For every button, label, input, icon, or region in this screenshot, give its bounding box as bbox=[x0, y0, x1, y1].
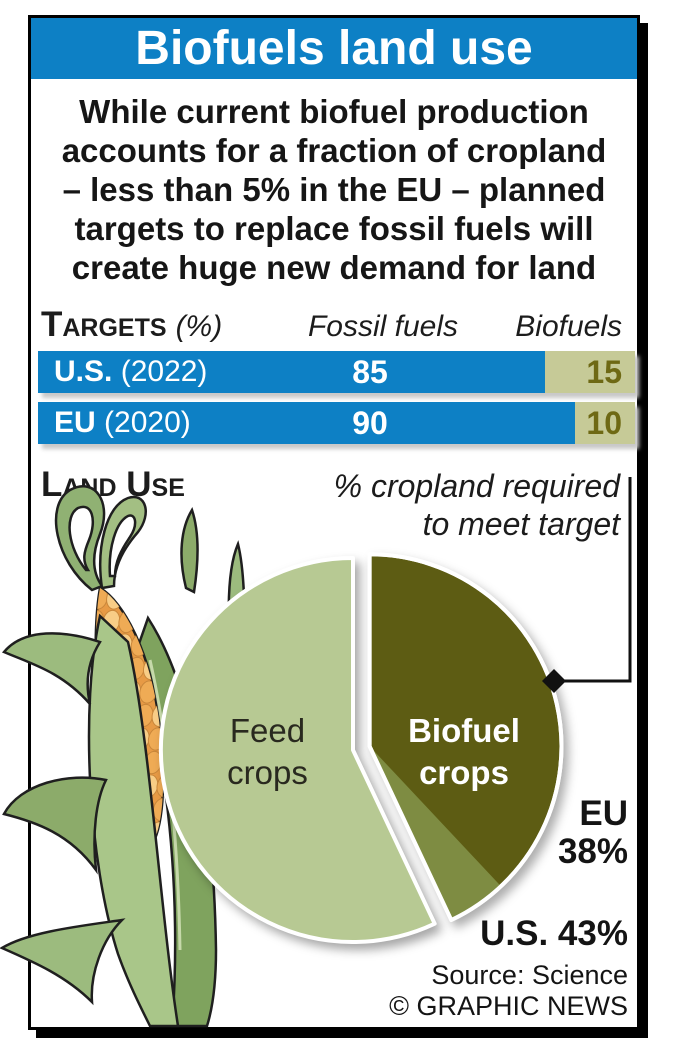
corn-leaf-spike-right bbox=[227, 540, 245, 704]
intro-text: While current biofuel production account… bbox=[33, 92, 635, 287]
pie-label-biofuel-crops: Biofuel crops bbox=[391, 710, 537, 794]
bar-row-eu: EU (2020) 90 10 bbox=[38, 402, 635, 444]
column-header-biofuels: Biofuels bbox=[515, 310, 622, 343]
page-title: Biofuels land use bbox=[31, 18, 637, 79]
corn-leaf-left-upper bbox=[1, 632, 102, 705]
bar-label-us: U.S. (2022) bbox=[54, 351, 207, 393]
column-header-fossil-fuels: Fossil fuels bbox=[307, 310, 459, 343]
intro-line: While current biofuel production bbox=[79, 93, 589, 130]
pie-annotation-line: to meet target bbox=[422, 506, 620, 542]
bar-segment-fossil-eu bbox=[38, 402, 576, 444]
intro-line: – less than 5% in the EU – planned bbox=[62, 171, 606, 208]
targets-unit-label: (%) bbox=[175, 310, 223, 343]
biofuel-label-line: crops bbox=[419, 754, 509, 791]
corn-leaf-left-lower bbox=[0, 918, 126, 1006]
bar-label-us-name: U.S. bbox=[54, 355, 113, 388]
credit-text: © GRAPHIC NEWS bbox=[389, 991, 628, 1021]
corn-top-loop-left bbox=[54, 485, 106, 592]
bar-segment-biofuel-eu bbox=[575, 402, 635, 444]
corn-kernel bbox=[40, 585, 61, 611]
eu-callout-value: 38% bbox=[557, 832, 628, 871]
corn-kernel bbox=[53, 609, 74, 635]
corn-kernel bbox=[69, 609, 90, 635]
intro-line: create huge new demand for land bbox=[71, 249, 597, 286]
bar-label-eu-name: EU bbox=[54, 406, 96, 439]
corn-kernel bbox=[56, 585, 77, 611]
corn-kernel bbox=[122, 588, 140, 610]
fossil-value-eu: 90 bbox=[352, 405, 388, 441]
targets-heading-label: Targets bbox=[41, 305, 167, 344]
bar-label-eu-year: (2020) bbox=[104, 406, 191, 439]
bar-label-us-year: (2022) bbox=[120, 355, 208, 388]
biofuel-value-eu: 10 bbox=[586, 405, 622, 441]
eu-callout-label: EU bbox=[579, 794, 628, 833]
corn-kernel bbox=[138, 588, 156, 610]
bar-segment-fossil-us bbox=[38, 351, 546, 393]
pie-callout-eu: EU 38% bbox=[558, 795, 628, 871]
bar-label-eu: EU (2020) bbox=[54, 402, 191, 444]
corn-top-loop-right bbox=[99, 495, 147, 590]
pie-callout-us: U.S. 43% bbox=[480, 914, 628, 953]
pie-annotation-line: % cropland required bbox=[333, 468, 620, 504]
intro-line: accounts for a fraction of cropland bbox=[61, 132, 607, 169]
corn-leaf-left-mid bbox=[2, 776, 108, 875]
pie-label-feed-crops: Feed crops bbox=[195, 710, 340, 794]
fossil-value-us: 85 bbox=[352, 354, 388, 390]
pie-annotation: % cropland required to meet target bbox=[334, 467, 620, 543]
corn-kernel bbox=[66, 726, 87, 752]
biofuel-label-line: Biofuel bbox=[408, 712, 520, 749]
biofuel-value-us: 15 bbox=[586, 354, 622, 390]
intro-line: targets to replace fossil fuels will bbox=[74, 210, 594, 247]
targets-heading: Targets (%) bbox=[41, 305, 222, 352]
feed-label-line: Feed bbox=[229, 712, 306, 749]
bar-row-us: U.S. (2022) 85 15 bbox=[38, 351, 635, 393]
bar-segment-biofuel-us bbox=[545, 351, 635, 393]
feed-label-line: crops bbox=[227, 754, 308, 791]
corn-leaf-spike-mid bbox=[180, 507, 199, 594]
source-text: Source: Science bbox=[431, 960, 628, 990]
